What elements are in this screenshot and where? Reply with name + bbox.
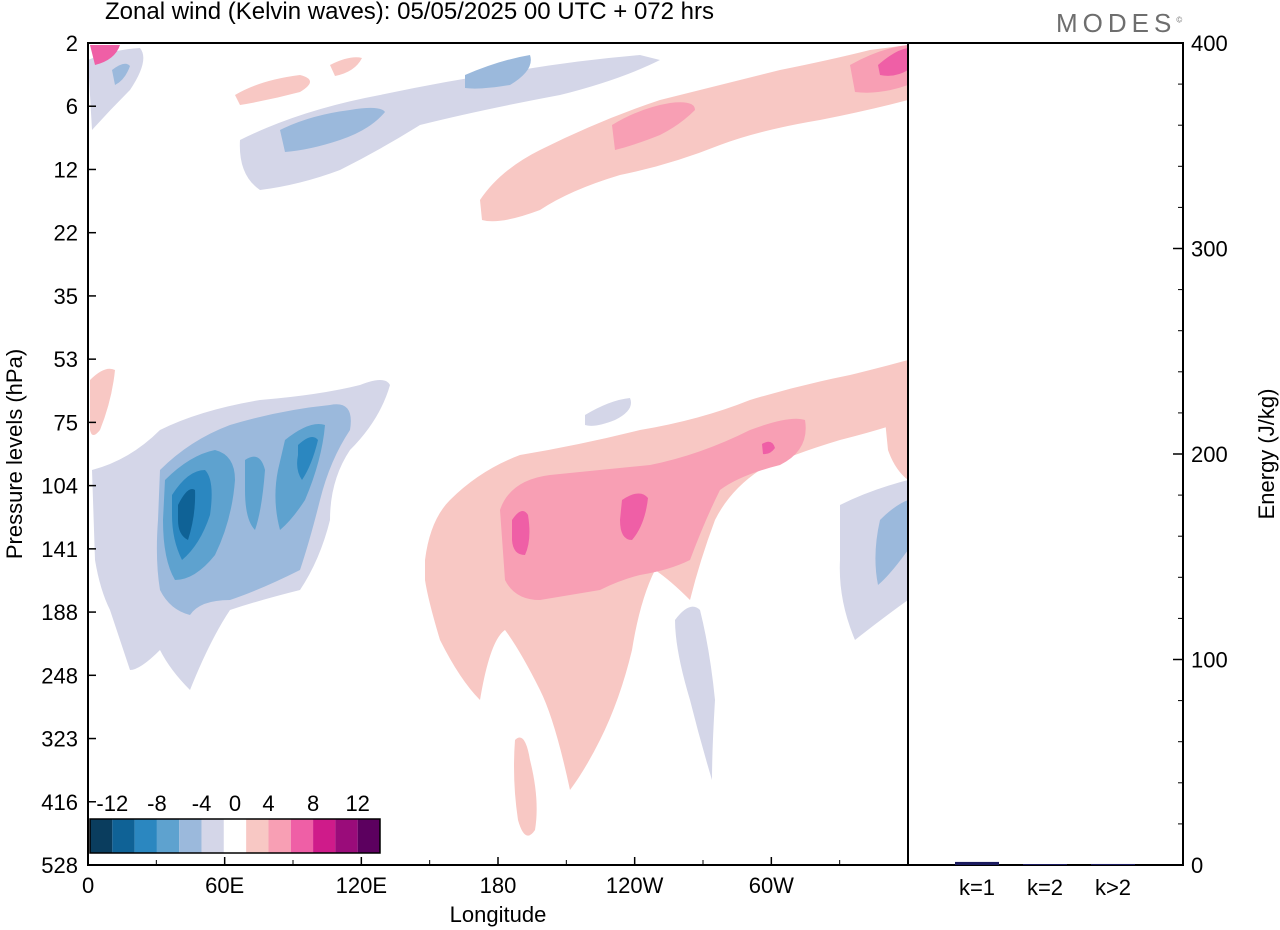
energy-bar [1091,863,1135,865]
colorbar-label: -4 [192,791,212,816]
zonal-wind-field [88,45,908,836]
positive-anomaly-medium [500,418,806,600]
y-tick-label: 22 [54,221,78,246]
colorbar-swatch [179,819,202,853]
colorbar-swatch [156,819,180,853]
energy-category-label: k>2 [1095,875,1131,900]
colorbar-swatch [201,819,224,853]
energy-panel-frame [907,42,1184,866]
y-tick-label: 75 [54,410,78,435]
colorbar-swatch [357,819,380,853]
colorbar-swatch [112,819,135,853]
energy-tick-label: 200 [1191,442,1228,467]
x-tick-label: 120W [606,873,664,898]
y-tick-label: 416 [41,790,78,815]
energy-category-label: k=2 [1027,875,1063,900]
y-tick-label: 53 [54,347,78,372]
y-tick-label: 248 [41,663,78,688]
energy-bar [955,861,999,865]
energy-tick-label: 400 [1191,31,1228,56]
negative-anomaly-medium [163,424,325,580]
energy-bar [1023,864,1067,865]
y-tick-label: 323 [41,727,78,752]
colorbar-swatch [90,819,113,853]
y-tick-label: 528 [41,853,78,878]
negative-anomaly-darkest [178,489,196,540]
colorbar-swatch [268,819,291,853]
colorbar-label: 4 [262,791,274,816]
y-tick-label: 35 [54,284,78,309]
colorbar-swatch [313,819,336,853]
colorbar-label: 8 [307,791,319,816]
x-tick-label: 120E [336,873,387,898]
colorbar-frame [89,818,381,854]
mid-negative-patch [585,398,908,780]
y-tick-label: 2 [66,31,78,56]
colorbar-swatch [246,819,269,853]
modes-logo: MODES© [1056,8,1183,38]
colorbar-label: 0 [229,791,241,816]
energy-tick-label: 300 [1191,237,1228,262]
colorbar-swatch [290,819,314,853]
energy-category-label: k=1 [959,875,995,900]
colorbar-swatch [223,819,247,853]
colorbar-label: -12 [96,791,128,816]
colorbar: -12 -8 -4 0 4 8 12 [89,791,381,854]
x-tick-label: 60E [205,873,244,898]
y-tick-label: 104 [41,474,78,499]
y-axis-label: Pressure levels (hPa) [2,349,27,559]
chart-title: Zonal wind (Kelvin waves): 05/05/2025 00… [105,0,714,25]
y-tick-label: 188 [41,600,78,625]
x-axis-label: Longitude [450,902,547,927]
negative-anomaly-dark [172,436,318,560]
longitude-axis: 0 60E 120E 180 120W 60W [82,857,841,898]
energy-bars: k=1 k=2 k>2 [955,861,1135,900]
x-tick-label: 180 [480,873,517,898]
energy-tick-label: 100 [1191,648,1228,673]
pressure-axis: 2 6 12 22 35 53 75 104 141 188 248 323 416 528 [41,31,96,878]
colorbar-swatch [335,819,358,853]
upper-positive-core [612,45,908,150]
upper-negative-core [112,55,531,152]
energy-axis: 0 100 200 300 400 [1173,31,1228,878]
y-tick-label: 141 [41,537,78,562]
colorbar-label: -8 [147,791,167,816]
energy-tick-label: 0 [1191,853,1203,878]
positive-anomaly-light [425,360,908,790]
colorbar-swatch [134,819,157,853]
upper-positive-band [235,45,908,222]
energy-axis-label: Energy (J/kg) [1254,389,1279,520]
x-tick-label: 0 [82,873,94,898]
positive-anomaly-strong [512,441,775,555]
y-tick-label: 6 [66,94,78,119]
mid-negative-core [875,500,908,585]
colorbar-label: 12 [345,791,369,816]
x-tick-label: 60W [749,873,794,898]
y-tick-label: 12 [54,157,78,182]
positive-anomaly-stalactite [514,737,537,836]
